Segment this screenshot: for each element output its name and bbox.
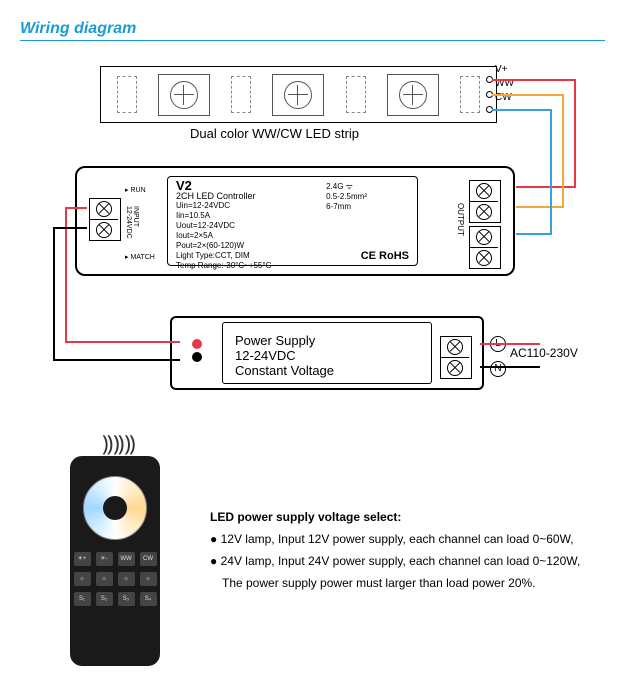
notes-section: LED power supply voltage select: ● 12V l… [210, 506, 580, 594]
psu-ac-terminals [440, 336, 472, 379]
remote-button: ☼ [74, 572, 91, 586]
led-module [158, 74, 210, 116]
psu-dc-terminals [182, 336, 212, 365]
wire-vplus [574, 79, 576, 188]
wiring-diagram: Dual color WW/CW LED strip V+ WW CW ▸ RU… [20, 61, 605, 431]
rf-label: 2.4G ᯤ 0.5-2.5mm² 6-7mm [326, 182, 367, 212]
remote-control: ⸩⸩⸩ ☀+ ☀- WW CW ☼ ☼ ☼ ☼ S₁ S₂ S₃ S₄ [70, 456, 160, 666]
remote-button: S₂ [96, 592, 113, 606]
power-supply: Power Supply 12-24VDC Constant Voltage [170, 316, 484, 390]
remote-button: S₄ [140, 592, 157, 606]
note-bullet: ● 12V lamp, Input 12V power supply, each… [210, 528, 580, 550]
remote-row: ☀+ ☀- WW CW [70, 552, 160, 566]
remote-button: ☼ [96, 572, 113, 586]
remote-button: ☀- [96, 552, 113, 566]
remote-button: CW [140, 552, 157, 566]
controller-input-terminals [89, 198, 121, 241]
remote-button: WW [118, 552, 135, 566]
wireless-icon: ⸩⸩⸩ [102, 428, 136, 458]
strip-pad [460, 76, 480, 113]
led-strip [100, 66, 497, 123]
remote-row: ☼ ☼ ☼ ☼ [70, 572, 160, 586]
controller-subtitle: 2CH LED Controller [176, 191, 409, 201]
controller-output-terminals-b [469, 226, 501, 269]
led-module [272, 74, 324, 116]
wire-cw [550, 109, 552, 235]
notes-heading: LED power supply voltage select: [210, 506, 580, 528]
remote-row: S₁ S₂ S₃ S₄ [70, 592, 160, 606]
strip-pad [117, 76, 137, 113]
wire-ww [492, 94, 564, 96]
match-label: ▸ MATCH [125, 253, 155, 261]
remote-button: ☀+ [74, 552, 91, 566]
wire-vplus [492, 79, 576, 81]
wire-ww [562, 94, 564, 208]
wire-dc-minus [53, 359, 180, 361]
strip-terminal-labels: V+ WW CW [495, 63, 514, 105]
strip-pad [231, 76, 251, 113]
remote-button: S₁ [74, 592, 91, 606]
wire-cw [492, 109, 552, 111]
wire-dc-minus [53, 227, 55, 361]
note-tail: The power supply power must larger than … [210, 572, 580, 594]
controller-label-panel: V2 2CH LED Controller Uin=12-24VDC Iin=1… [167, 176, 418, 266]
wire-ac-N [480, 366, 540, 368]
output-label: OUTPUT [456, 203, 465, 243]
compliance-marks: CE RoHS [361, 251, 409, 261]
strip-pad [346, 76, 366, 113]
wire-dc-plus [65, 341, 180, 343]
psu-label: Power Supply 12-24VDC Constant Voltage [222, 322, 432, 384]
remote-button: S₃ [118, 592, 135, 606]
wire-ac-L [480, 343, 540, 345]
controller-output-terminals-a [469, 180, 501, 223]
psu-N-label: N [490, 361, 506, 377]
run-label: ▸ RUN [125, 186, 146, 194]
wire-dc-minus [53, 227, 87, 229]
input-label: INPUT12-24VDC [125, 206, 139, 246]
led-module [387, 74, 439, 116]
led-strip-caption: Dual color WW/CW LED strip [190, 126, 359, 141]
psu-ac-label: AC110-230V [510, 346, 578, 360]
wire-vplus [516, 186, 576, 188]
note-bullet: ● 24V lamp, Input 24V power supply, each… [210, 550, 580, 572]
led-controller: ▸ RUN ▸ MATCH INPUT12-24VDC OUTPUT V2 2C… [75, 166, 515, 276]
section-title: Wiring diagram [20, 20, 605, 41]
remote-button: ☼ [118, 572, 135, 586]
wire-cw [516, 233, 552, 235]
wire-ww [516, 206, 564, 208]
wire-dc-plus [65, 207, 87, 209]
remote-button: ☼ [140, 572, 157, 586]
controller-model: V2 [176, 181, 409, 191]
color-temperature-wheel [83, 476, 147, 540]
